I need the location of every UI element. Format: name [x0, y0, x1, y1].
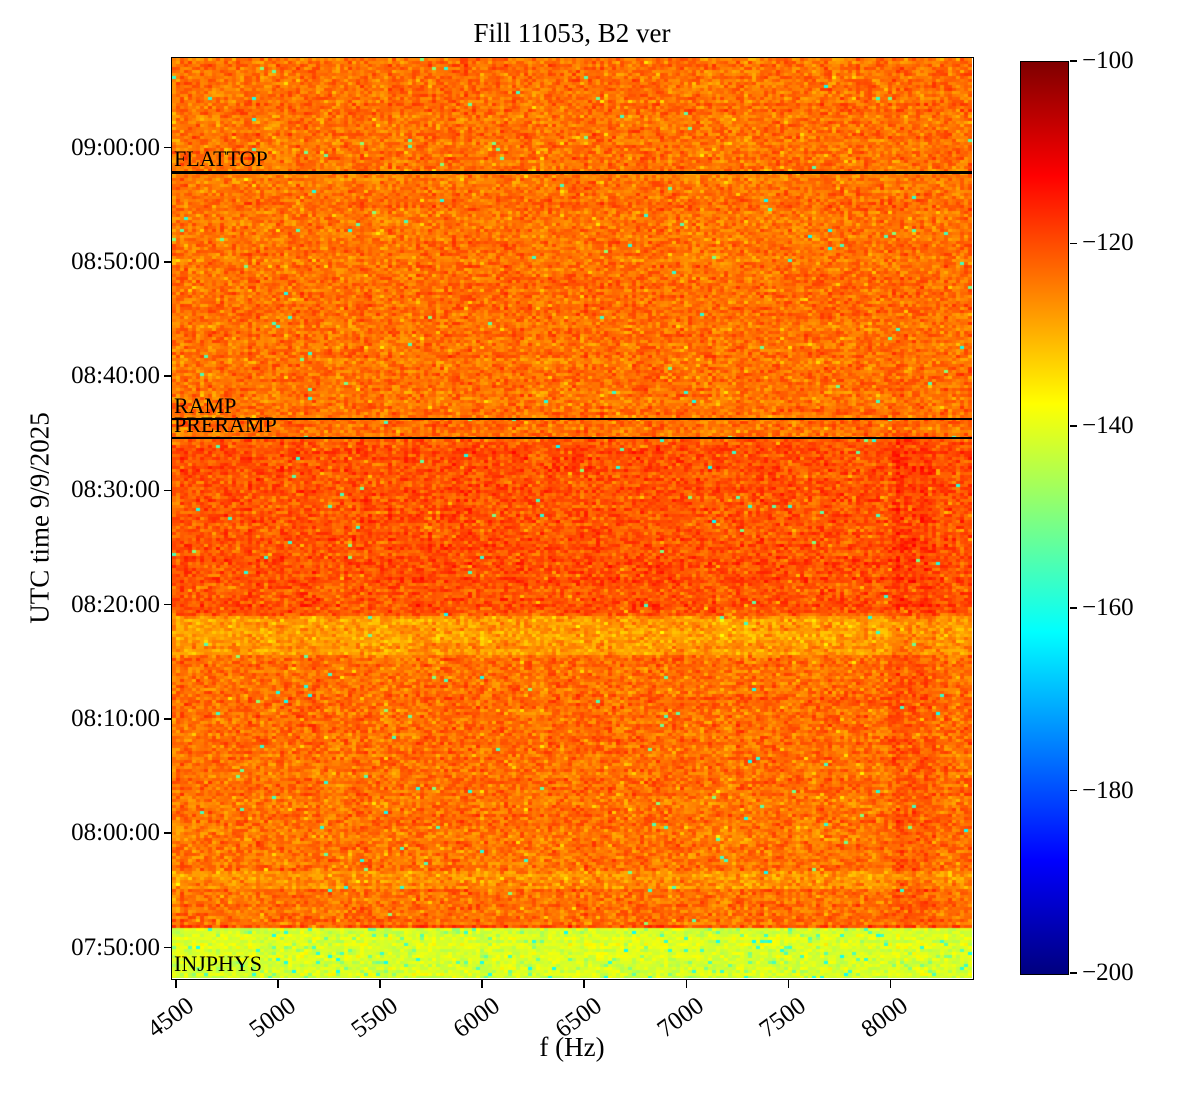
- beam-mode-line-preramp: [172, 436, 972, 440]
- x-tick-mark: [583, 979, 585, 988]
- y-tick-label: 08:10:00: [71, 704, 160, 732]
- spectrogram-heatmap: [172, 58, 972, 978]
- x-axis-label: f (Hz): [539, 1032, 605, 1062]
- beam-mode-line-ramp: [172, 417, 972, 421]
- x-tick-mark: [685, 979, 688, 988]
- beam-mode-label-flattop: FLATTOP: [174, 146, 268, 172]
- colorbar-tick-mark: [1070, 972, 1077, 974]
- x-tick-mark: [787, 979, 790, 988]
- colorbar-tick-label: −140: [1082, 411, 1134, 439]
- colorbar-tick-label: −120: [1082, 229, 1134, 257]
- colorbar-gradient: [1020, 61, 1069, 975]
- beam-mode-line-flattop: [172, 171, 972, 174]
- y-tick-label: 07:50:00: [71, 933, 160, 961]
- colorbar-tick-mark: [1070, 425, 1077, 427]
- y-tick-label: 08:00:00: [71, 819, 160, 847]
- colorbar-tick-label: −200: [1082, 959, 1134, 986]
- colorbar-tick-mark: [1070, 242, 1077, 245]
- y-tick-mark: [164, 946, 172, 949]
- x-tick-mark: [481, 979, 483, 988]
- y-tick-label: 09:00:00: [71, 133, 160, 161]
- x-tick-mark: [379, 979, 381, 988]
- y-tick-mark: [164, 603, 172, 606]
- chart-title: Fill 11053, B2 ver: [473, 18, 671, 48]
- beam-mode-label-preramp: PRERAMP: [174, 412, 277, 437]
- beam-mode-label-ramp: RAMP: [174, 392, 237, 418]
- y-tick-mark: [164, 489, 172, 492]
- y-tick-label: 08:20:00: [71, 590, 160, 618]
- beam-mode-label-injphys: INJPHYS: [174, 950, 263, 976]
- colorbar-tick-label: −160: [1082, 594, 1134, 622]
- colorbar-tick-mark: [1070, 60, 1077, 62]
- y-axis-label: UTC time 9/9/2025: [24, 412, 55, 624]
- y-tick-mark: [164, 718, 172, 720]
- y-tick-mark: [164, 832, 172, 834]
- x-tick-mark: [277, 979, 279, 988]
- colorbar-tick-mark: [1070, 789, 1077, 792]
- y-tick-label: 08:30:00: [71, 476, 160, 504]
- y-tick-mark: [164, 261, 172, 263]
- y-tick-mark: [164, 375, 172, 377]
- x-tick-mark: [175, 979, 177, 988]
- colorbar-tick-label: −100: [1082, 47, 1134, 74]
- colorbar-tick-mark: [1070, 607, 1077, 609]
- y-tick-mark: [164, 146, 172, 149]
- x-tick-mark: [889, 979, 892, 988]
- y-tick-label: 08:50:00: [71, 247, 160, 275]
- colorbar-tick-label: −180: [1082, 776, 1134, 804]
- y-tick-label: 08:40:00: [71, 362, 160, 390]
